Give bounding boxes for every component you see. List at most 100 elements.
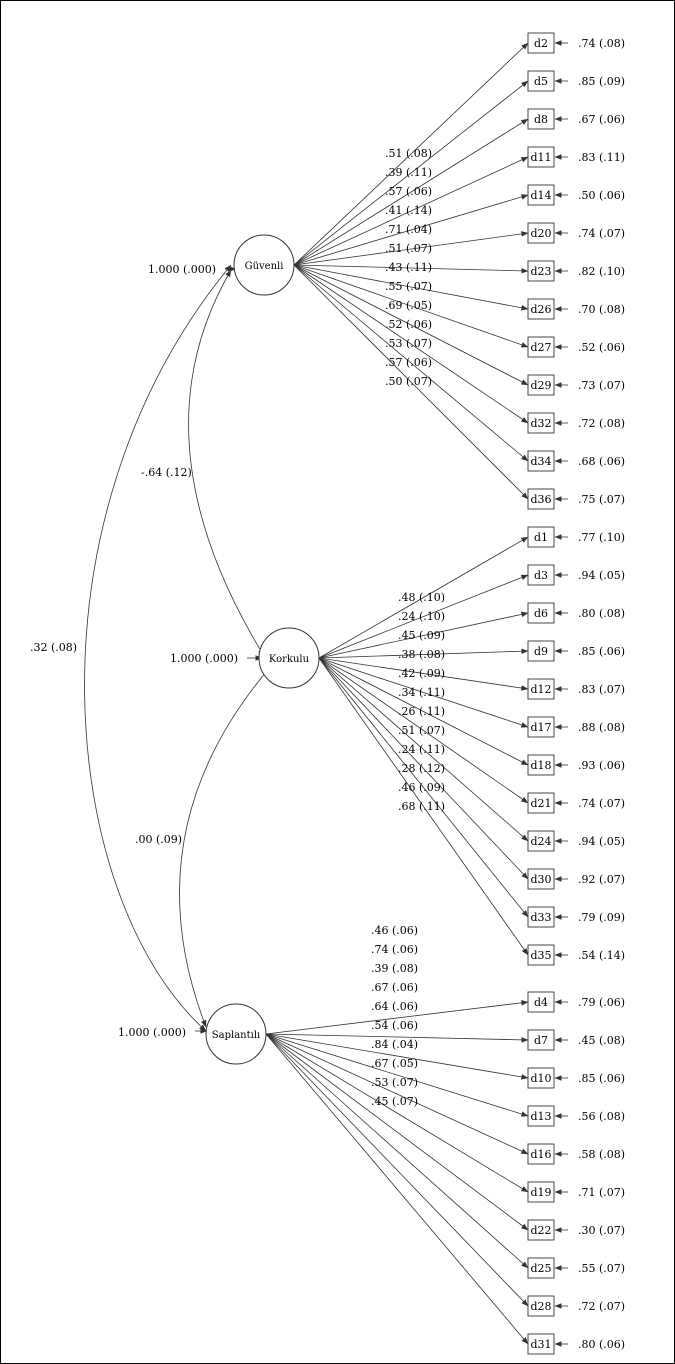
- corr-curve-guvenli-saplantili: [84, 264, 232, 1032]
- error-label-d18: .93 (.06): [578, 759, 625, 772]
- indicator-label-d18: d18: [530, 759, 551, 772]
- loading-path-d17: [318, 657, 529, 728]
- indicator-label-d26: d26: [530, 303, 551, 316]
- indicator-box-d12: [527, 678, 555, 700]
- error-label-d25: .55 (.07): [578, 1262, 625, 1275]
- error-label-d36: .75 (.07): [578, 493, 625, 506]
- indicator-box-d35: [527, 944, 555, 966]
- indicator-box-d17: [527, 716, 555, 738]
- indicator-box-d2: [527, 32, 555, 54]
- loading-label-d34: .57 (.06): [385, 356, 432, 369]
- indicator-label-d25: d25: [530, 1262, 551, 1275]
- indicator-label-d12: d12: [530, 683, 551, 696]
- corr-curve-guvenli-korkulu: [188, 269, 265, 657]
- indicator-label-d1: d1: [534, 531, 548, 544]
- indicator-label-d31: d31: [530, 1338, 551, 1351]
- loading-paths: .51 (.08) .39 (.11) .57 (.06) .41 (.14) .71 …: [265, 42, 529, 1345]
- indicator-label-d3: d3: [534, 569, 548, 582]
- error-label-d33: .79 (.09): [578, 911, 625, 924]
- indicator-label-d21: d21: [530, 797, 551, 810]
- indicator-label-d11: d11: [530, 151, 551, 164]
- loading-label-d26: .55 (.07): [385, 280, 432, 293]
- loading-label-d21: .51 (.07): [398, 724, 445, 737]
- factor-label-korkulu: Korkulu: [269, 654, 310, 665]
- loading-label-d25: .67 (.05): [371, 1057, 418, 1070]
- loading-path-d30: [318, 657, 529, 880]
- loading-label-d2: .51 (.08): [385, 147, 432, 160]
- variance-label-guvenli: 1.000 (.000): [148, 263, 216, 276]
- loading-label-d4: .46 (.06): [371, 924, 418, 937]
- loading-path-d33: [318, 657, 529, 918]
- loading-path-d14: [293, 194, 529, 266]
- indicator-boxes: d2 .74 (.08) d5 .85 (.09) d8 .67 (.06) d11 .83 …: [527, 32, 625, 1355]
- indicator-label-d2: d2: [534, 37, 548, 50]
- error-label-d19: .71 (.07): [578, 1186, 625, 1199]
- indicator-label-d36: d36: [530, 493, 551, 506]
- indicator-box-d23: [527, 260, 555, 282]
- loading-label-d23: .43 (.11): [385, 261, 432, 274]
- loading-path-d26: [293, 264, 529, 311]
- error-label-d4: .79 (.06): [578, 996, 625, 1009]
- loading-label-d5: .39 (.11): [385, 166, 432, 179]
- indicator-box-d30: [527, 868, 555, 890]
- indicator-label-d23: d23: [530, 265, 551, 278]
- loading-label-d11: .41 (.14): [385, 204, 432, 217]
- error-label-d16: .58 (.08): [578, 1148, 625, 1161]
- error-label-d17: .88 (.08): [578, 721, 625, 734]
- loading-path-d6: [318, 611, 529, 659]
- indicator-label-d20: d20: [530, 227, 551, 240]
- indicator-label-d27: d27: [530, 341, 551, 354]
- loading-path-d32: [293, 264, 529, 424]
- loading-path-d4: [265, 1000, 529, 1035]
- loading-path-d19: [265, 1033, 529, 1193]
- error-label-d9: .85 (.06): [578, 645, 625, 658]
- loading-path-d8: [293, 118, 529, 266]
- loading-path-d5: [293, 80, 529, 266]
- loading-path-d34: [293, 264, 529, 462]
- error-label-d24: .94 (.05): [578, 835, 625, 848]
- factor-circle-guvenli: [233, 234, 295, 296]
- error-label-d21: .74 (.07): [578, 797, 625, 810]
- indicator-label-d24: d24: [530, 835, 551, 848]
- error-label-d12: .83 (.07): [578, 683, 625, 696]
- indicator-box-d25: [527, 1257, 555, 1279]
- loading-path-d2: [293, 42, 529, 266]
- indicator-label-d4: d4: [534, 996, 548, 1009]
- error-label-d6: .80 (.08): [578, 607, 625, 620]
- loading-label-d36: .50 (.07): [385, 375, 432, 388]
- indicator-box-d11: [527, 146, 555, 168]
- error-label-d14: .50 (.06): [578, 189, 625, 202]
- indicator-box-d18: [527, 754, 555, 776]
- error-label-d10: .85 (.06): [578, 1072, 625, 1085]
- loading-label-d30: .28 (.12): [398, 762, 445, 775]
- indicator-label-d32: d32: [530, 417, 551, 430]
- loading-label-d18: .26 (.11): [398, 705, 445, 718]
- error-label-d26: .70 (.08): [578, 303, 625, 316]
- loading-path-d10: [265, 1033, 529, 1080]
- error-label-d3: .94 (.05): [578, 569, 625, 582]
- loading-path-d29: [293, 264, 529, 386]
- indicator-box-d34: [527, 450, 555, 472]
- error-label-d34: .68 (.06): [578, 455, 625, 468]
- error-label-d8: .67 (.06): [578, 113, 625, 126]
- error-label-d29: .73 (.07): [578, 379, 625, 392]
- indicator-label-d13: d13: [530, 1110, 551, 1123]
- indicator-label-d5: d5: [534, 75, 548, 88]
- indicator-label-d14: d14: [530, 189, 551, 202]
- error-label-d11: .83 (.11): [578, 151, 625, 164]
- error-label-d7: .45 (.08): [578, 1034, 625, 1047]
- indicator-box-d8: [527, 108, 555, 130]
- indicator-label-d29: d29: [530, 379, 551, 392]
- loading-label-d12: .42 (.09): [398, 667, 445, 680]
- error-label-d20: .74 (.07): [578, 227, 625, 240]
- error-label-d27: .52 (.06): [578, 341, 625, 354]
- loading-label-d1: .48 (.10): [398, 591, 445, 604]
- error-label-d23: .82 (.10): [578, 265, 625, 278]
- loading-path-d35: [318, 657, 529, 956]
- indicator-box-d32: [527, 412, 555, 434]
- loading-path-d7: [265, 1033, 529, 1043]
- loading-path-d13: [265, 1033, 529, 1117]
- loading-path-d20: [293, 231, 529, 266]
- loading-label-d16: .64 (.06): [371, 1000, 418, 1013]
